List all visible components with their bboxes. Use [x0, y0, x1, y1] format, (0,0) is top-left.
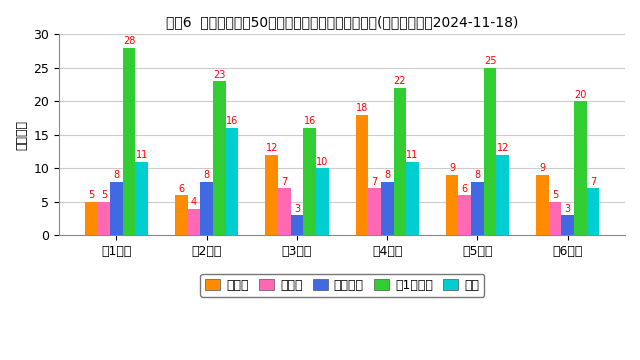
- Text: 9: 9: [449, 163, 455, 174]
- Text: 20: 20: [574, 90, 586, 100]
- Legend: 前数字, 後数字, 継続数字, 下1桁数字, 連番: 前数字, 後数字, 継続数字, 下1桁数字, 連番: [200, 274, 484, 297]
- Text: 5: 5: [88, 190, 94, 200]
- Text: 28: 28: [123, 36, 135, 46]
- Bar: [574, 102, 587, 235]
- Bar: [497, 155, 509, 235]
- Bar: [561, 215, 574, 235]
- Bar: [85, 202, 97, 235]
- Bar: [226, 128, 238, 235]
- Bar: [356, 115, 368, 235]
- Bar: [458, 195, 471, 235]
- Text: 7: 7: [281, 177, 287, 187]
- Text: 6: 6: [179, 184, 184, 194]
- Bar: [136, 162, 148, 235]
- Text: 8: 8: [113, 170, 120, 180]
- Text: 16: 16: [303, 117, 316, 126]
- Bar: [484, 68, 497, 235]
- Text: 9: 9: [540, 163, 545, 174]
- Y-axis label: 出現回数: 出現回数: [15, 120, 28, 150]
- Bar: [123, 48, 136, 235]
- Text: 12: 12: [266, 143, 278, 153]
- Text: 3: 3: [294, 204, 300, 213]
- Bar: [175, 195, 188, 235]
- Bar: [213, 81, 226, 235]
- Text: 11: 11: [406, 150, 419, 160]
- Bar: [381, 182, 394, 235]
- Bar: [303, 128, 316, 235]
- Text: 16: 16: [226, 117, 238, 126]
- Text: 22: 22: [394, 76, 406, 86]
- Bar: [406, 162, 419, 235]
- Bar: [188, 208, 200, 235]
- Text: 6: 6: [461, 184, 468, 194]
- Text: 12: 12: [497, 143, 509, 153]
- Bar: [291, 215, 303, 235]
- Text: 7: 7: [371, 177, 378, 187]
- Text: 8: 8: [474, 170, 481, 180]
- Bar: [266, 155, 278, 235]
- Bar: [278, 189, 291, 235]
- Bar: [110, 182, 123, 235]
- Bar: [548, 202, 561, 235]
- Text: 7: 7: [590, 177, 596, 187]
- Bar: [394, 88, 406, 235]
- Bar: [316, 168, 328, 235]
- Text: 11: 11: [136, 150, 148, 160]
- Bar: [471, 182, 484, 235]
- Text: 10: 10: [316, 157, 328, 167]
- Text: 8: 8: [384, 170, 390, 180]
- Text: 18: 18: [356, 103, 368, 113]
- Text: 4: 4: [191, 197, 197, 207]
- Bar: [587, 189, 599, 235]
- Text: 3: 3: [564, 204, 571, 213]
- Title: ロト6  月曜日の直近50回の数字パターンの出現回数(最終抽選日：2024-11-18): ロト6 月曜日の直近50回の数字パターンの出現回数(最終抽選日：2024-11-…: [166, 15, 518, 29]
- Text: 23: 23: [213, 69, 225, 80]
- Text: 25: 25: [484, 56, 497, 66]
- Text: 5: 5: [100, 190, 107, 200]
- Text: 5: 5: [552, 190, 558, 200]
- Bar: [97, 202, 110, 235]
- Bar: [446, 175, 458, 235]
- Bar: [536, 175, 548, 235]
- Bar: [368, 189, 381, 235]
- Bar: [200, 182, 213, 235]
- Text: 8: 8: [204, 170, 210, 180]
